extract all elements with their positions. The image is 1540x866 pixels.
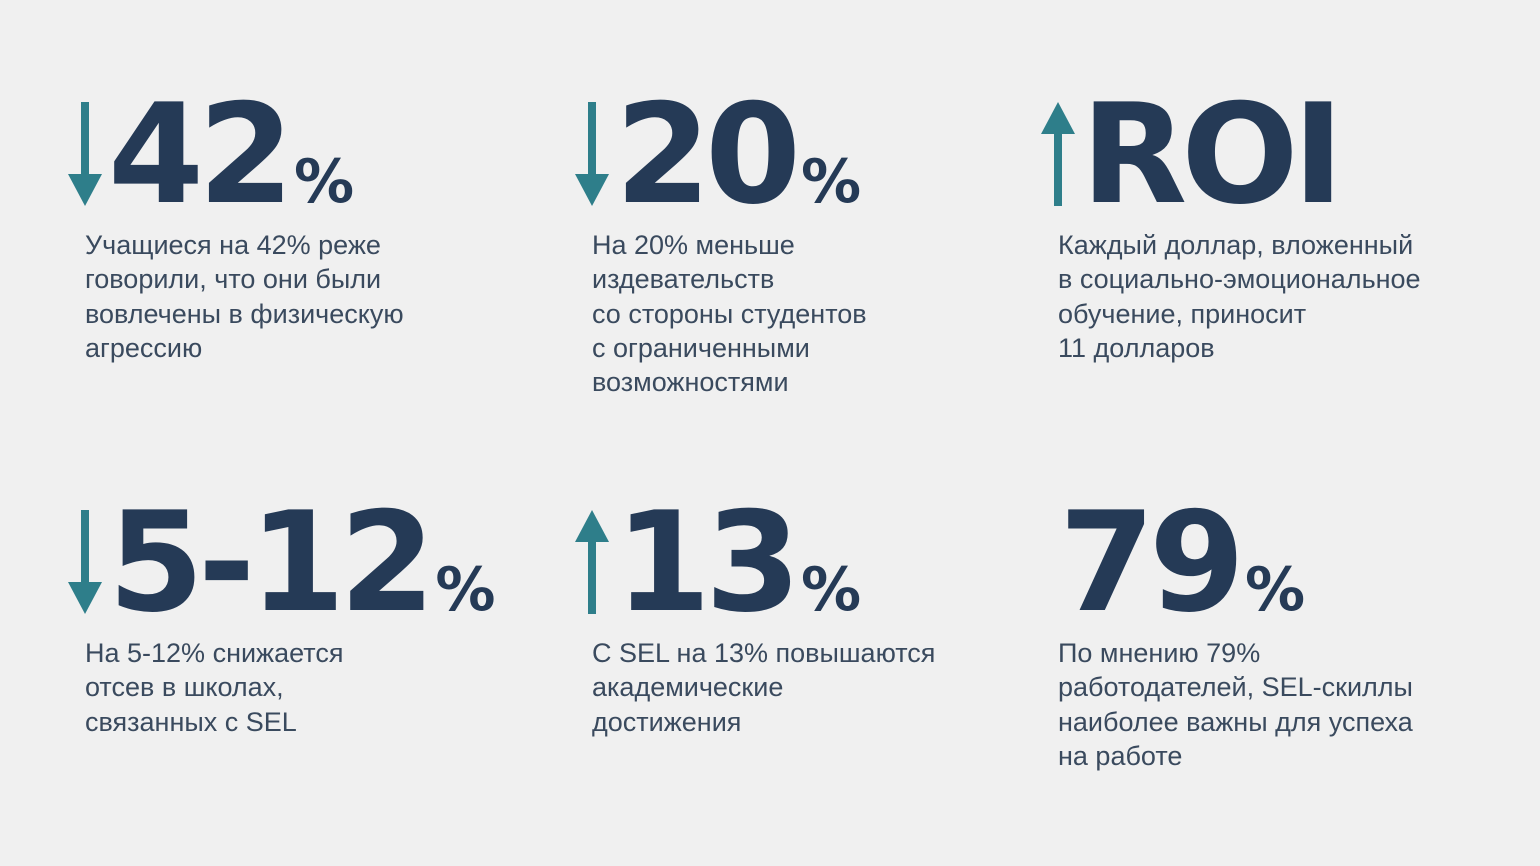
down-arrow-icon	[575, 102, 609, 206]
stat-value: 79%	[1059, 482, 1306, 643]
stat-value: 20%	[615, 74, 862, 235]
down-arrow-icon	[68, 510, 102, 614]
stat-description: На 20% меньше издевательств со стороны с…	[592, 230, 867, 398]
stat-headline: 42%	[68, 86, 528, 224]
stat-headline: ROI	[1041, 86, 1501, 224]
stat-headline: 79%	[1041, 494, 1501, 632]
stat-description: Учащиеся на 42% реже говорили, что они б…	[85, 230, 404, 363]
stat-value: 5-12%	[108, 482, 496, 643]
stat-description: С SEL на 13% повышаются академические до…	[592, 638, 936, 737]
stat-description: На 5-12% снижается отсев в школах, связа…	[85, 638, 344, 737]
up-arrow-icon	[575, 510, 609, 614]
stat-headline: 13%	[575, 494, 1035, 632]
stat-description: По мнению 79% работодателей, SEL-скиллы …	[1058, 638, 1413, 771]
stat-value: ROI	[1081, 74, 1344, 235]
stat-headline: 20%	[575, 86, 1035, 224]
up-arrow-icon	[1041, 102, 1075, 206]
stat-value: 42%	[108, 74, 355, 235]
down-arrow-icon	[68, 102, 102, 206]
stat-headline: 5-12%	[68, 494, 528, 632]
stat-description: Каждый доллар, вложенный в социально-эмо…	[1058, 230, 1421, 363]
stat-value: 13%	[615, 482, 862, 643]
